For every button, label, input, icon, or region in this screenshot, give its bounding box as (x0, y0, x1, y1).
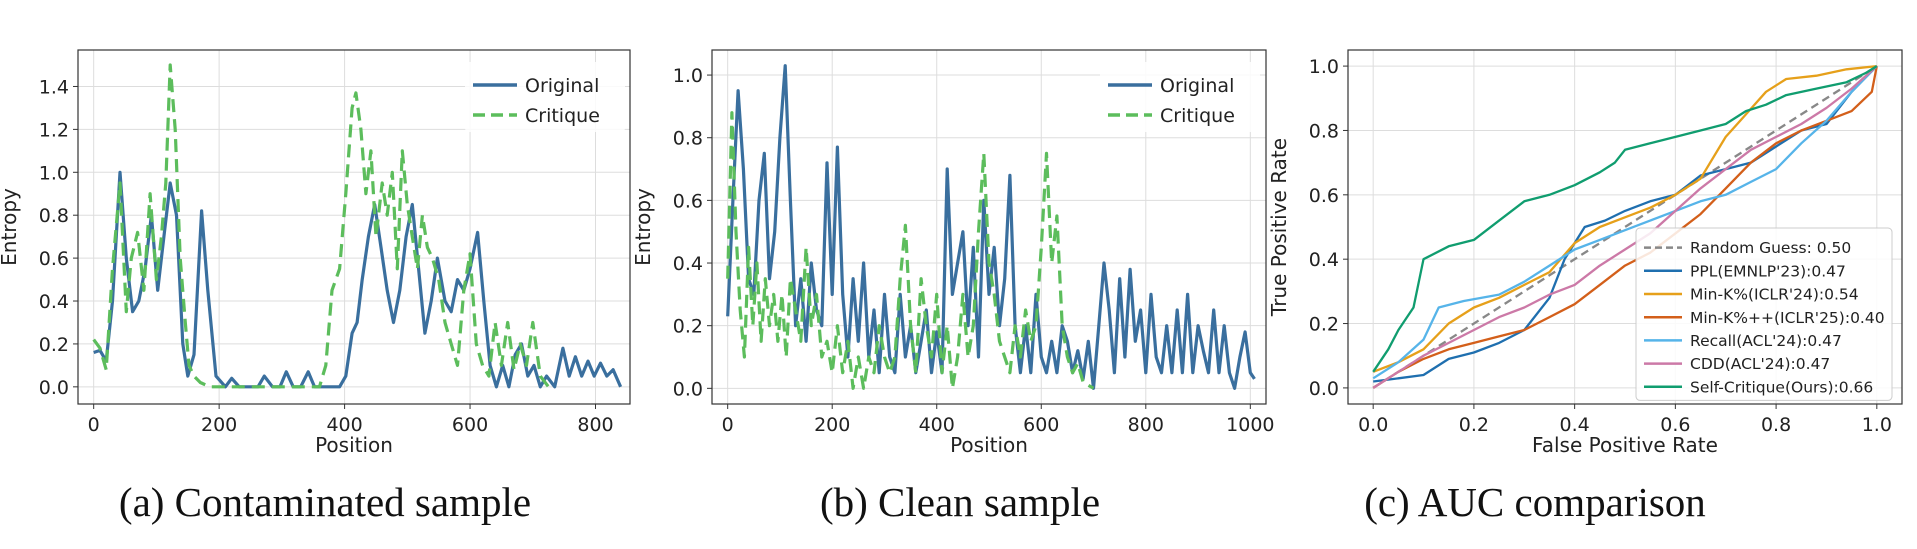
legend-label: Critique (525, 105, 600, 127)
x-tick-label: 0.2 (1459, 414, 1489, 436)
y-tick-label: 0.2 (1309, 314, 1339, 336)
x-tick-label: 0.0 (1358, 414, 1388, 436)
x-axis-label: Position (950, 433, 1028, 457)
caption-b: (b) Clean sample (819, 479, 1101, 525)
y-tick-label: 0.0 (1309, 378, 1339, 400)
y-tick-label: 0.8 (1309, 120, 1339, 142)
y-tick-label: 0.6 (1309, 185, 1339, 207)
legend: Original Critique (1100, 62, 1260, 132)
y-tick-label: 0.2 (673, 316, 703, 338)
legend: Original Critique (465, 62, 625, 132)
x-tick-label: 400 (919, 414, 955, 436)
y-tick-label: 0.6 (39, 248, 69, 270)
y-tick-label: 0.4 (1309, 249, 1339, 271)
legend-label: Original (525, 75, 599, 97)
y-tick-label: 0.8 (39, 205, 69, 227)
legend-box (465, 62, 625, 132)
series-line-5 (1372, 65, 1878, 389)
caption-c: (c) AUC comparison (1364, 479, 1706, 525)
y-tick-label: 0.0 (39, 377, 69, 399)
y-tick-label: 0.0 (673, 378, 703, 400)
legend-label: Recall(ACL'24):0.47 (1690, 332, 1842, 350)
y-tick-label: 0.4 (673, 253, 703, 275)
plot-frame (77, 49, 631, 405)
x-tick-label: 0.6 (1660, 414, 1690, 436)
x-tick-label: 1.0 (1862, 414, 1892, 436)
chart-1: 0 200 400 600 800 1000 0.0 0.2 0.4 0.6 0.8 1.0 Posit… (631, 49, 1275, 457)
x-axis-label: False Positive Rate (1532, 433, 1718, 457)
x-tick-label: 0 (88, 414, 100, 436)
legend-box (1100, 62, 1260, 132)
x-tick-label: 600 (1023, 414, 1059, 436)
legend-label: Min-K%++(ICLR'25):0.40 (1690, 309, 1885, 327)
y-tick-label: 0.8 (673, 128, 703, 150)
series-line-1 (1373, 65, 1878, 383)
caption-a: (a) Contaminated sample (118, 479, 532, 525)
x-tick-label: 800 (577, 414, 613, 436)
y-axis-label: True Positive Rate (1267, 138, 1291, 317)
y-tick-label: 1.2 (39, 119, 69, 141)
series-line-2 (1372, 64, 1877, 373)
legend-label: Random Guess: 0.50 (1690, 239, 1851, 257)
x-tick-label: 800 (1128, 414, 1164, 436)
chart-0: 0 200 400 600 800 0.0 0.2 0.4 0.6 0.8 1.0 1.2 1.4 Pos… (0, 49, 631, 457)
legend-label: CDD(ACL'24):0.47 (1690, 355, 1830, 373)
series-line-1 (726, 111, 1095, 390)
x-tick-label: 0 (722, 414, 734, 436)
series-line-1 (92, 63, 555, 389)
series-line-4 (1372, 65, 1878, 380)
x-tick-label: 400 (326, 414, 362, 436)
plot-frame (1347, 49, 1903, 405)
x-tick-label: 200 (814, 414, 850, 436)
series-line-6 (1372, 65, 1878, 373)
y-tick-label: 1.0 (1309, 56, 1339, 78)
y-tick-label: 1.0 (673, 65, 703, 87)
legend: Random Guess: 0.50 PPL(EMNLP'23):0.47 Min-… (1635, 227, 1893, 401)
x-tick-label: 200 (201, 414, 237, 436)
legend-label: Min-K%(ICLR'24):0.54 (1690, 286, 1859, 304)
y-tick-label: 0.6 (673, 190, 703, 212)
x-tick-label: 0.8 (1761, 414, 1791, 436)
series-line-0 (93, 170, 623, 389)
x-tick-label: 0.4 (1560, 414, 1590, 436)
y-tick-label: 0.2 (39, 334, 69, 356)
legend-label: Critique (1160, 105, 1235, 127)
legend-label: Self-Critique(Ours):0.66 (1690, 378, 1873, 396)
legend-label: Original (1160, 75, 1234, 97)
y-tick-label: 0.4 (39, 291, 69, 313)
plot-frame (711, 49, 1267, 405)
legend-label: PPL(EMNLP'23):0.47 (1690, 262, 1846, 280)
series-line-0 (1372, 65, 1878, 389)
y-tick-label: 1.0 (39, 162, 69, 184)
chart-2: 0.0 0.2 0.4 0.6 0.8 1.0 0.0 0.2 0.4 0.6 0.8 1.0 Fals… (1267, 49, 1903, 457)
x-axis-label: Position (315, 433, 393, 457)
x-tick-label: 600 (452, 414, 488, 436)
y-tick-label: 1.4 (39, 76, 69, 98)
x-tick-label: 1000 (1226, 414, 1274, 436)
y-axis-label: Entropy (0, 188, 21, 266)
y-axis-label: Entropy (631, 188, 655, 266)
legend-box (1635, 227, 1893, 401)
